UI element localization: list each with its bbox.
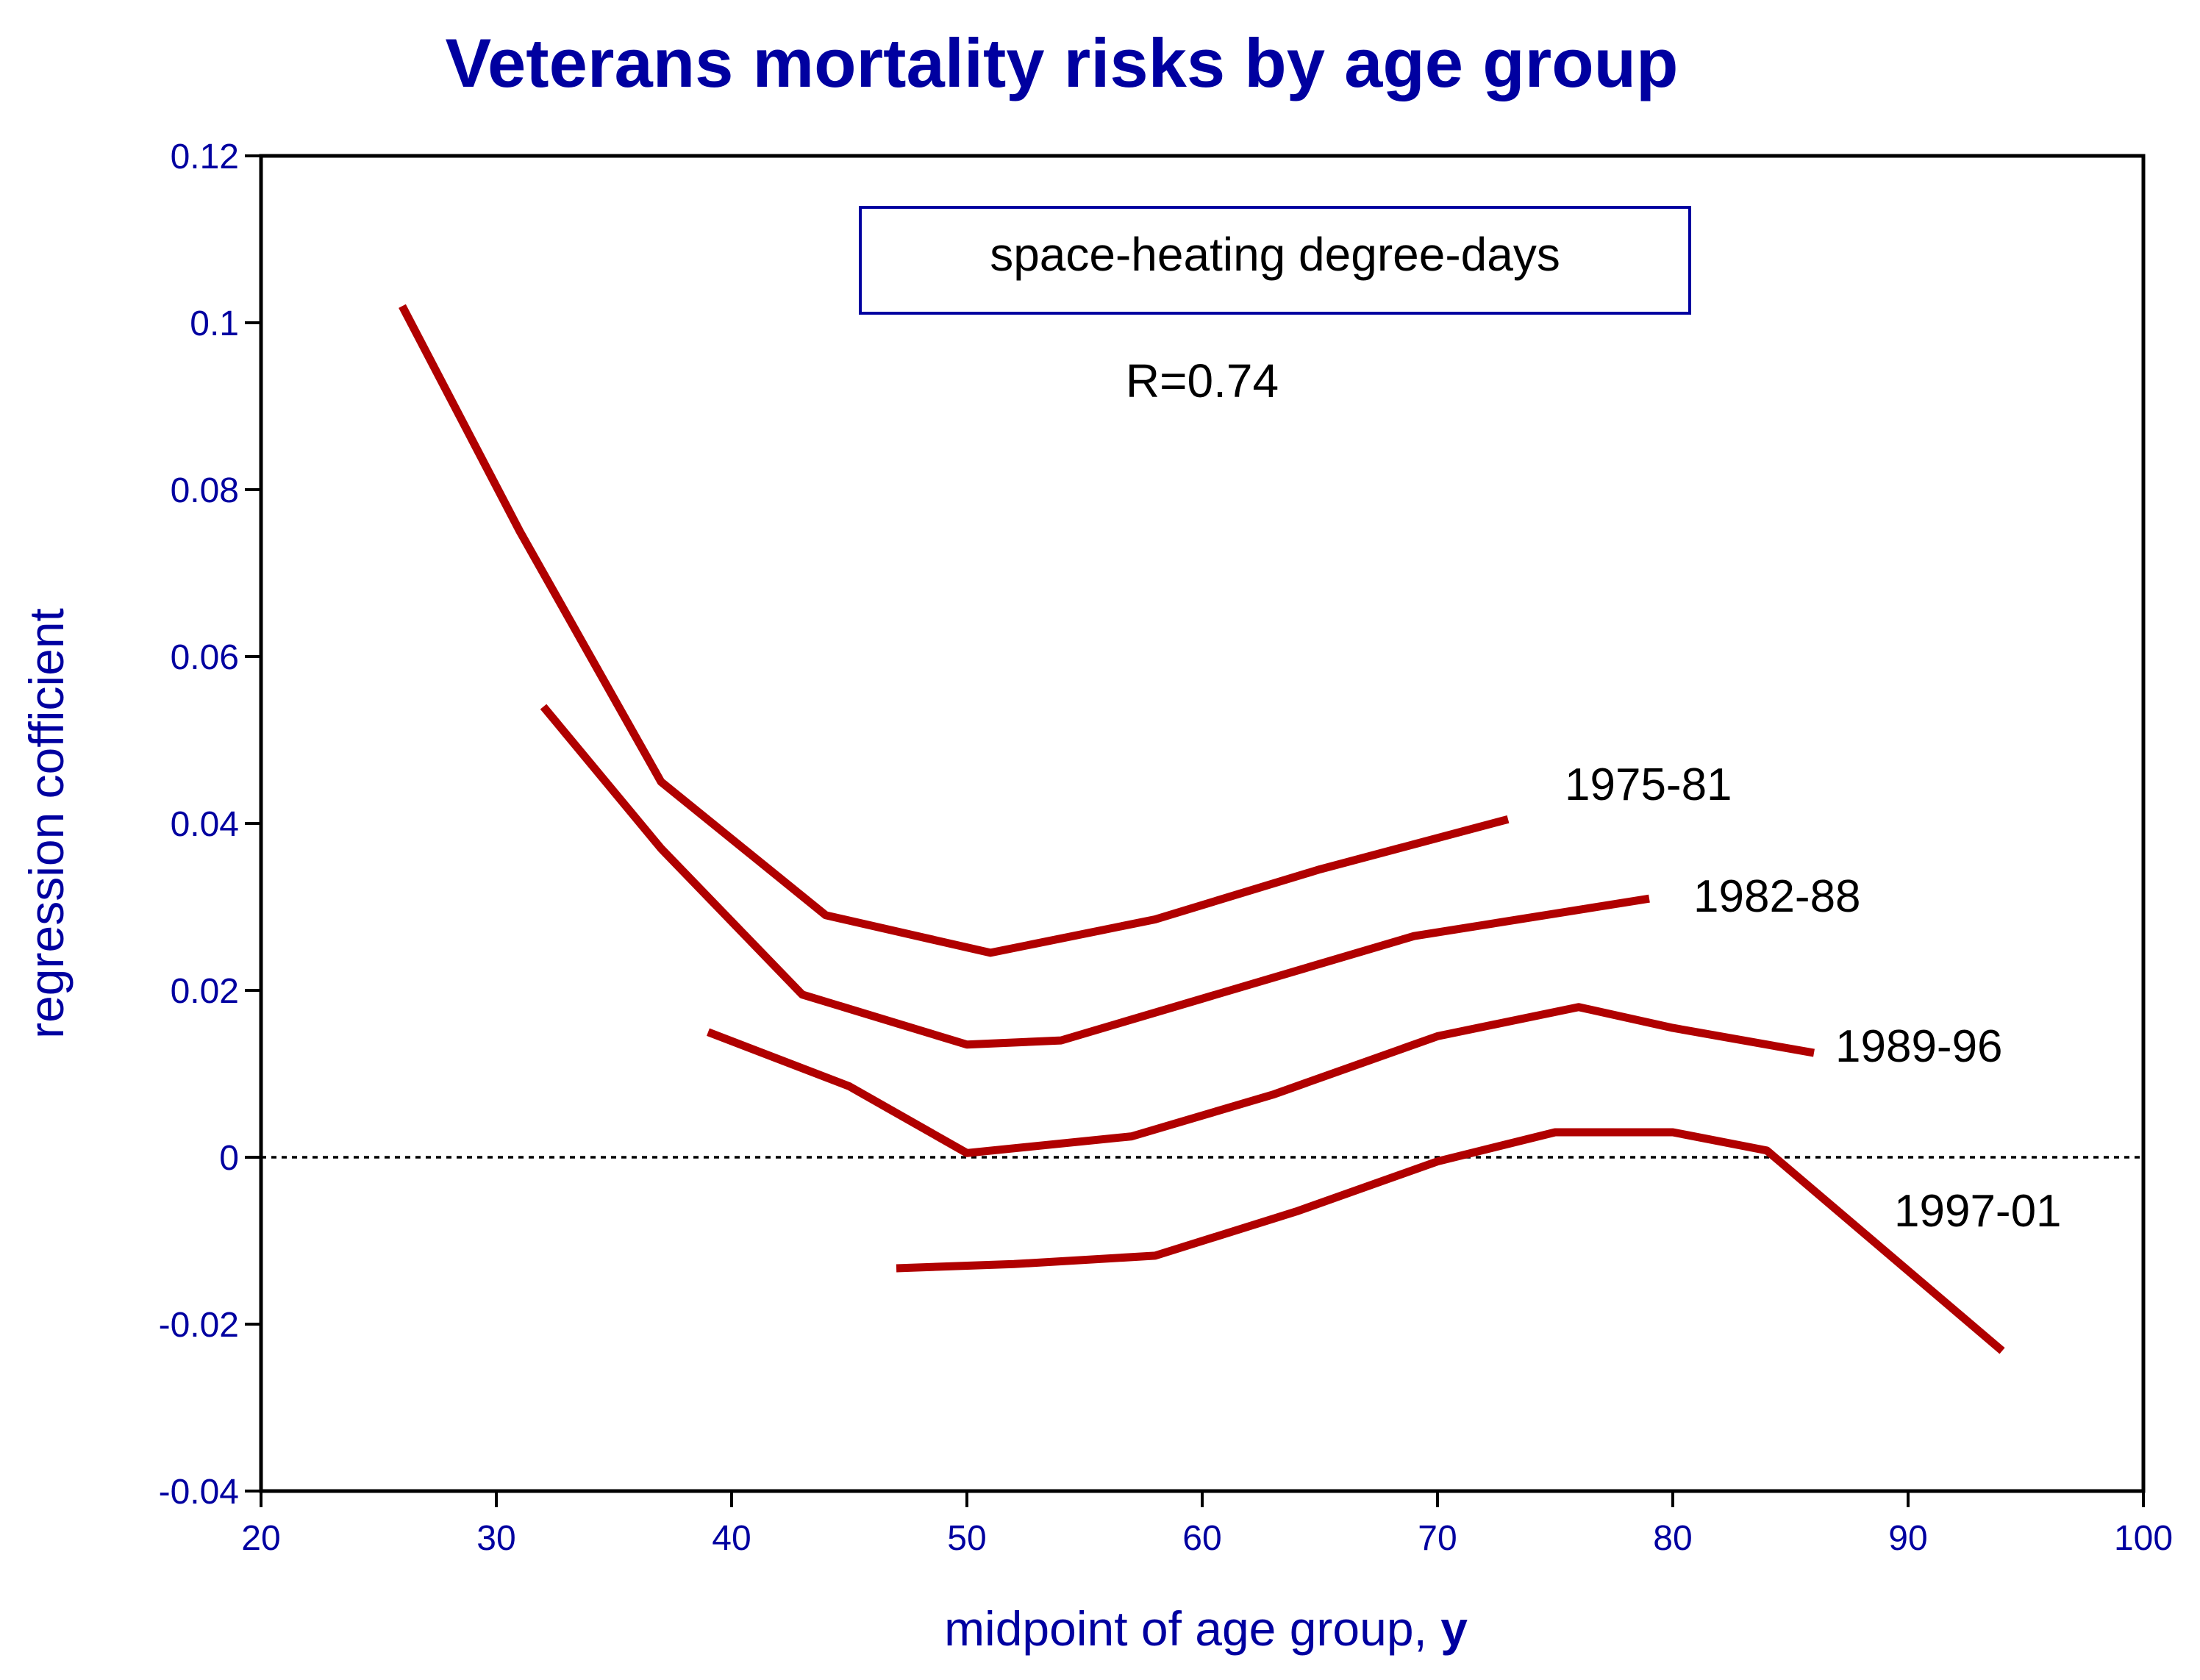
x-axis-ticks: 20 30 40 50 60 70 80 90 100 — [241, 1491, 2173, 1558]
y-tick-label: 0.12 — [171, 137, 239, 176]
series-line-1997-01 — [896, 1128, 2005, 1354]
series-line-1989-96 — [707, 1003, 1815, 1157]
x-tick-label: 30 — [476, 1519, 515, 1558]
x-tick-label: 70 — [1418, 1519, 1457, 1558]
y-tick-label: 0.04 — [171, 805, 239, 844]
x-tick-label: 20 — [241, 1519, 280, 1558]
x-axis-label-variable: y — [1440, 1601, 1468, 1656]
x-tick-label: 100 — [2114, 1519, 2173, 1558]
series-lines — [399, 304, 2005, 1354]
y-axis-label: regression cofficient — [19, 608, 74, 1039]
series-label-1982-88: 1982-88 — [1693, 871, 1861, 922]
x-tick-label: 50 — [947, 1519, 986, 1558]
legend-box — [859, 206, 1691, 315]
x-tick-label: 90 — [1888, 1519, 1927, 1558]
x-axis-label-text: midpoint of age group, — [944, 1601, 1440, 1656]
y-tick-label: -0.02 — [159, 1306, 239, 1345]
x-tick-label: 60 — [1182, 1519, 1221, 1558]
series-label-1997-01: 1997-01 — [1894, 1186, 2062, 1237]
legend-box-text: space-heating degree-days — [990, 228, 1560, 281]
series-label-1989-96: 1989-96 — [1835, 1021, 2003, 1072]
chart-title: Veterans mortality risks by age group — [446, 24, 1679, 101]
y-tick-label: 0.08 — [171, 471, 239, 510]
y-tick-label: 0 — [219, 1139, 239, 1178]
y-tick-label: 0.06 — [171, 638, 239, 677]
y-tick-label: 0.1 — [190, 304, 239, 343]
x-tick-label: 40 — [712, 1519, 751, 1558]
y-axis-ticks: -0.04 -0.02 0 0.02 0.04 0.06 0.08 0.1 0.12 — [159, 137, 261, 1512]
series-label-1975-81: 1975-81 — [1565, 759, 1732, 810]
x-tick-label: 80 — [1653, 1519, 1692, 1558]
y-tick-label: 0.02 — [171, 972, 239, 1011]
series-line-1982-88 — [540, 704, 1650, 1049]
series-line-1975-81 — [399, 304, 1510, 957]
r-value-text: R=0.74 — [1126, 354, 1279, 407]
y-tick-label: -0.04 — [159, 1473, 239, 1512]
x-axis-label: midpoint of age group, y — [944, 1601, 1468, 1656]
